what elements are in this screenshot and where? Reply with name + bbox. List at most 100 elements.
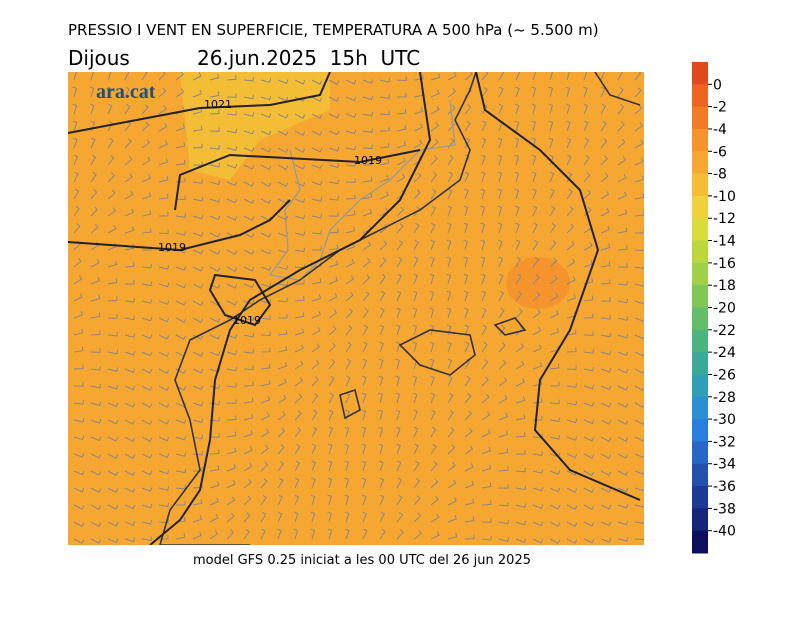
wind-barb [430,426,437,438]
wind-barb [566,258,576,268]
wind-barb [294,360,304,370]
wind-barb [362,528,368,540]
wind-barb [243,249,255,255]
wind-barb [447,222,452,234]
wind-barb [243,283,255,289]
wind-barb [481,500,492,506]
wind-barb [311,359,320,370]
wind-barb [447,72,457,81]
wind-barb [447,341,452,353]
wind-barb [90,103,95,115]
wind-barb [327,477,333,489]
wind-barb [617,245,628,251]
wind-barb [413,107,424,115]
wind-barb [515,222,520,234]
wind-barb [107,296,118,302]
wind-barb [447,427,455,438]
wind-barb [396,512,404,523]
wind-barb [379,273,386,285]
wind-barb [209,334,221,340]
wind-barb [446,273,452,285]
wind-barb [361,426,367,438]
colorbar-band [692,352,708,375]
wind-barb [226,447,237,455]
wind-barb [192,196,204,202]
wind-barb [413,273,418,285]
colorbar-label: -24 [713,345,736,361]
wind-barb [209,73,220,81]
wind-barb [413,123,423,132]
wind-barb [583,313,594,319]
wind-barb [260,428,270,438]
wind-barb [361,460,367,472]
wind-barb [464,104,472,115]
wind-barb [311,197,323,203]
wind-barb [141,316,153,322]
wind-barb [158,158,169,166]
wind-barb [90,453,102,459]
wind-barb [107,86,113,98]
wind-barb [107,260,118,268]
wind-barb [583,86,588,98]
wind-barb [311,180,323,186]
wind-barb [260,266,272,271]
wind-barb [412,324,418,336]
wind-barb [141,174,151,183]
wind-barb [549,328,560,336]
wind-barb [464,463,474,472]
wind-barb [447,188,453,200]
wind-barb [532,291,541,302]
isobars [68,72,641,545]
temperature-zone [506,257,570,309]
wind-barb [260,363,271,370]
wind-barb [634,419,644,425]
wind-barb [617,334,629,339]
wind-barb [464,307,469,319]
wind-barb [158,351,170,357]
wind-barb [175,317,187,323]
wind-barb [294,344,304,353]
wind-barb [413,530,422,540]
colorbar-band [692,84,708,108]
wind-barb [634,453,644,459]
wind-barb [90,294,101,302]
wind-barb [158,300,170,305]
wind-barb [175,419,187,425]
wind-barb [311,278,322,285]
colorbar-label: -8 [713,167,727,183]
wind-barb [293,511,299,523]
wind-barb [124,385,136,391]
wind-barb [362,257,371,268]
wind-barb [481,359,489,370]
wind-barb [209,283,221,289]
wind-barb [634,470,644,475]
wind-barb [379,126,390,132]
wind-barb [226,146,238,152]
wind-barb [175,141,186,149]
wind-barb [565,86,571,98]
wind-barb [361,443,367,455]
wind-barb [395,324,401,336]
wind-barb [515,308,523,319]
wind-barb [345,162,356,167]
wind-barb [124,280,135,285]
wind-barb [90,137,96,149]
wind-barb [498,325,506,336]
wind-barb [243,198,255,204]
wind-barb [294,231,306,236]
wind-barb [430,496,439,506]
wind-barb [464,375,471,387]
wind-barb [430,409,436,421]
colorbar-label: -6 [713,144,727,160]
wind-barb [226,512,235,523]
wind-barb [447,154,454,166]
wind-barb [480,188,486,200]
wind-barb [463,239,469,251]
wind-barb [141,503,153,509]
wind-barb [226,215,238,221]
wind-barb [566,487,578,493]
wind-barb [209,91,220,98]
wind-barb [175,231,187,236]
wind-barb [634,104,643,115]
wind-barb [583,436,595,442]
